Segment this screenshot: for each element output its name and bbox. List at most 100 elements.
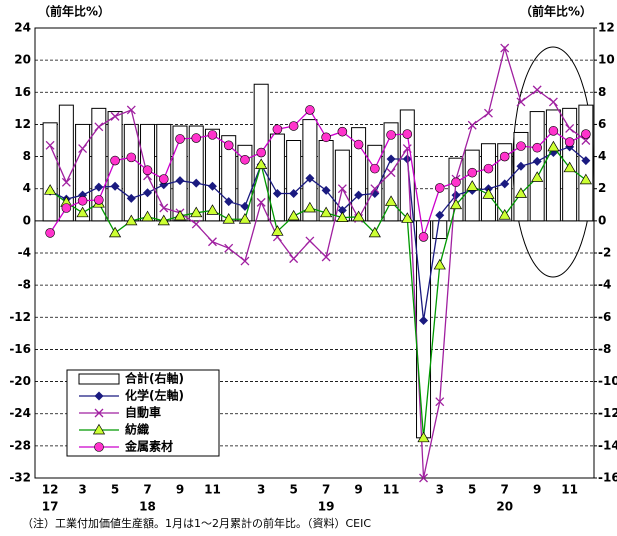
x-year-label: 18 (139, 500, 156, 514)
point-marker (191, 219, 201, 229)
legend-marker (94, 408, 104, 418)
y-tick-label: 16 (14, 85, 31, 99)
point-marker (336, 211, 349, 222)
point-marker (384, 195, 398, 206)
y-tick-label: 0 (23, 213, 31, 227)
y2-tick-label: -4 (598, 278, 611, 292)
y-tick-label: 20 (14, 53, 31, 67)
point-marker (419, 316, 429, 325)
point-marker (564, 137, 575, 147)
point-marker (110, 111, 120, 121)
point-marker (581, 156, 591, 166)
point-marker (482, 188, 495, 199)
point-marker (386, 154, 396, 164)
point-marker (94, 195, 104, 205)
point-marker (126, 193, 136, 203)
point-marker (175, 134, 185, 144)
point-marker (498, 209, 511, 220)
y-tick-label: 8 (23, 149, 31, 163)
point-marker (499, 151, 510, 162)
point-marker (207, 181, 217, 191)
point-marker (157, 214, 170, 226)
bar (204, 128, 220, 222)
bar (286, 140, 302, 222)
legend-label: 自動車 (125, 405, 161, 420)
y2-tick-label: 0 (598, 213, 606, 227)
point-marker (352, 210, 365, 222)
x-tick-label: 12 (42, 483, 59, 497)
y2-tick-label: -14 (598, 438, 617, 452)
point-marker (110, 181, 120, 191)
y2-tick-label: -8 (598, 342, 611, 356)
point-marker (354, 190, 364, 200)
point-marker (76, 206, 89, 218)
x-tick-label: 5 (111, 483, 119, 497)
point-marker (206, 204, 219, 215)
legend-marker (94, 391, 104, 401)
point-marker (222, 213, 235, 224)
x-tick-label: 3 (78, 483, 86, 497)
point-marker (532, 156, 542, 166)
point-marker (190, 206, 203, 218)
y2-tick-label: -10 (598, 374, 617, 388)
point-marker (142, 165, 153, 176)
y-tick-label: -24 (9, 406, 31, 420)
point-marker (271, 225, 284, 236)
point-marker (353, 139, 364, 150)
point-marker (305, 105, 315, 115)
point-marker (45, 140, 55, 150)
point-marker (401, 212, 414, 223)
point-marker (548, 126, 559, 136)
point-marker (191, 133, 202, 143)
y-tick-label: -20 (9, 374, 31, 388)
x-tick-label: 9 (533, 483, 541, 497)
point-marker (500, 43, 510, 53)
point-marker (565, 123, 575, 133)
point-marker (208, 237, 217, 247)
point-marker (368, 226, 381, 238)
series-line (49, 45, 587, 479)
point-marker (337, 205, 347, 215)
legend-marker (92, 423, 106, 435)
point-marker (207, 130, 218, 140)
point-marker (402, 129, 413, 139)
y2-tick-label: 8 (598, 85, 606, 99)
point-marker (224, 243, 234, 253)
bar (480, 143, 496, 222)
point-marker (419, 473, 428, 483)
point-marker (370, 163, 380, 174)
legend-label: 金属素材 (124, 439, 173, 454)
y2-tick-label: 2 (598, 181, 606, 195)
point-marker (320, 206, 333, 218)
point-marker (191, 178, 201, 188)
point-marker (94, 182, 104, 192)
point-marker (579, 173, 592, 185)
point-marker (61, 177, 71, 187)
point-marker (467, 167, 478, 178)
y-tick-label: -12 (9, 310, 31, 324)
point-marker (45, 228, 55, 238)
point-marker (370, 184, 380, 194)
point-marker (483, 163, 494, 174)
point-marker (224, 197, 234, 207)
point-marker (303, 201, 316, 213)
note: （注）工業付加価値生産額。1月は1～2月累計の前年比。（資料）CEIC (22, 516, 371, 530)
point-marker (337, 126, 348, 137)
point-marker (321, 252, 331, 262)
bar (188, 125, 204, 222)
x-tick-label: 11 (383, 483, 400, 497)
point-marker (175, 176, 185, 186)
bar (107, 111, 123, 222)
point-marker (173, 209, 187, 221)
point-marker (484, 108, 493, 118)
x-tick-label: 9 (176, 483, 184, 497)
x-tick-label: 7 (143, 483, 151, 497)
point-marker (77, 195, 88, 206)
point-marker (563, 161, 576, 173)
x-tick-label: 3 (257, 483, 265, 497)
y2-tick-label: 6 (598, 117, 606, 131)
point-marker (516, 161, 526, 171)
y-tick-label: -28 (9, 438, 31, 452)
